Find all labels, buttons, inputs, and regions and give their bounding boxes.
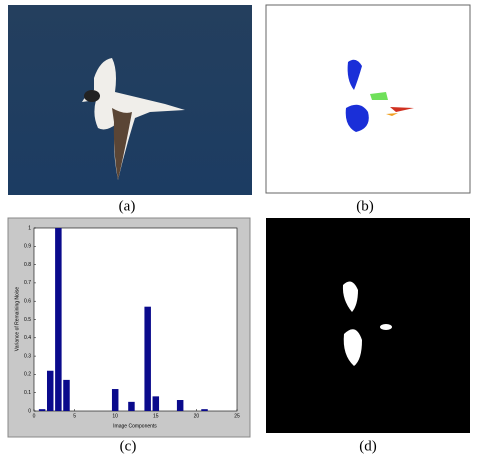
- segmentation-panel: [266, 5, 470, 193]
- photo-panel: [8, 5, 252, 195]
- bar: [177, 400, 183, 411]
- bar: [153, 396, 159, 411]
- caption: (b): [356, 198, 374, 214]
- y-tick-label: 0: [28, 408, 31, 414]
- bar: [112, 389, 118, 411]
- caption: (a): [119, 198, 136, 214]
- y-tick-label: 0.1: [24, 390, 31, 396]
- y-tick-label: 0.9: [24, 244, 31, 250]
- bar: [201, 409, 207, 411]
- x-axis-label: Image Components: [113, 423, 157, 429]
- y-tick-label: 0.4: [24, 335, 31, 341]
- bar: [55, 228, 61, 411]
- y-tick-label: 0.8: [24, 262, 31, 268]
- x-tick-label: 10: [112, 413, 118, 419]
- caption: (c): [120, 438, 137, 454]
- y-tick-label: 0.7: [24, 280, 31, 286]
- bar: [39, 409, 45, 411]
- y-tick-label: 0.5: [24, 317, 31, 323]
- y-tick-label: 0.6: [24, 299, 31, 305]
- y-axis-label: Variance of Remaining Noise: [14, 287, 20, 352]
- figure: Image Components Variance of Remaining N…: [0, 0, 478, 458]
- bar: [63, 380, 69, 411]
- x-tick-label: 20: [194, 413, 200, 419]
- x-tick-label: 0: [33, 413, 36, 419]
- caption: (d): [359, 438, 377, 454]
- y-tick-label: 0.2: [24, 372, 31, 378]
- x-tick-label: 5: [73, 413, 76, 419]
- mask-panel: [266, 218, 470, 433]
- x-tick-label: 25: [234, 413, 240, 419]
- y-tick-label: 1: [28, 225, 31, 231]
- x-tick-label: 15: [153, 413, 159, 419]
- y-tick-label: 0.3: [24, 353, 31, 359]
- bar: [128, 402, 134, 411]
- bar: [47, 371, 53, 411]
- bar: [144, 307, 150, 411]
